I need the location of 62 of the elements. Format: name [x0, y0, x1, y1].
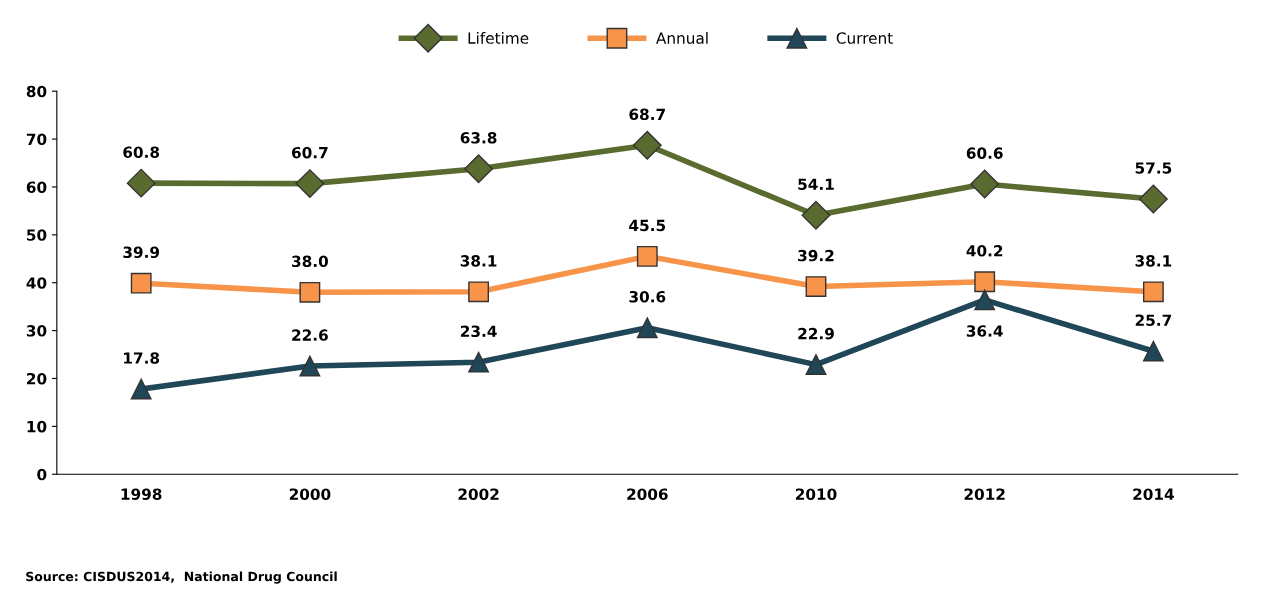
x-tick-label: 2012: [964, 488, 1005, 500]
data-label: 22.9: [798, 327, 834, 340]
data-label: 54.1: [798, 178, 834, 191]
point: [805, 276, 827, 297]
data-label: 38.1: [460, 255, 497, 267]
point: [130, 378, 152, 400]
legend-label: Annual: [656, 32, 708, 44]
y-tick-label: 20: [27, 372, 47, 385]
data-label: 40.2: [966, 245, 1003, 257]
y-tick-label: 30: [26, 325, 47, 337]
legend-label: Lifetime: [468, 32, 529, 44]
point: [1142, 281, 1164, 303]
point: [974, 289, 996, 311]
point: [636, 245, 658, 267]
data-label: 60.7: [291, 146, 328, 159]
x-tick-label: 2000: [289, 488, 331, 500]
point: [1142, 340, 1164, 362]
data-label: 39.2: [798, 249, 834, 262]
point: [464, 154, 494, 184]
point: [299, 355, 321, 377]
x-tick-label: 1998: [121, 488, 162, 500]
data-label: 23.4: [460, 325, 497, 338]
data-label: 63.8: [460, 132, 497, 144]
point: [801, 200, 831, 230]
legend-label: Current: [836, 32, 893, 44]
data-label: 60.8: [123, 146, 160, 158]
data-label: 39.9: [123, 246, 160, 259]
data-label: 38.0: [292, 255, 328, 268]
point: [805, 354, 827, 376]
y-tick-label: 70: [26, 133, 47, 146]
point: [468, 351, 490, 373]
data-label: 30.6: [629, 290, 666, 303]
point: [636, 317, 658, 339]
point: [970, 169, 1000, 199]
point: [974, 271, 996, 293]
point: [468, 281, 490, 303]
data-label: 22.6: [292, 329, 328, 341]
x-tick-label: 2010: [795, 488, 837, 500]
x-tick-label: 2006: [627, 488, 668, 500]
point: [130, 272, 152, 294]
point: [299, 281, 321, 303]
point: [1138, 184, 1168, 214]
point: [126, 168, 156, 198]
data-label: 45.5: [629, 219, 666, 232]
point: [295, 169, 325, 199]
y-tick-label: 10: [27, 420, 47, 433]
data-label: 38.1: [1135, 255, 1172, 267]
data-label: 68.7: [629, 108, 665, 121]
y-tick-label: 80: [26, 85, 47, 98]
data-label: 60.6: [966, 147, 1003, 159]
data-label: 17.8: [124, 352, 160, 364]
y-tick-label: 0: [37, 468, 47, 481]
x-tick-label: 2014: [1133, 488, 1174, 500]
data-label: 25.7: [1135, 314, 1172, 327]
data-label: 57.5: [1135, 162, 1172, 174]
data-label: 36.4: [966, 325, 1003, 337]
x-tick-label: 2002: [458, 488, 499, 500]
y-tick-label: 50: [27, 229, 47, 241]
y-tick-label: 60: [26, 181, 47, 193]
y-tick-label: 40: [26, 277, 47, 289]
point: [632, 130, 662, 160]
source-note: Source: CISDUS2014, National Drug Council: [26, 571, 337, 584]
